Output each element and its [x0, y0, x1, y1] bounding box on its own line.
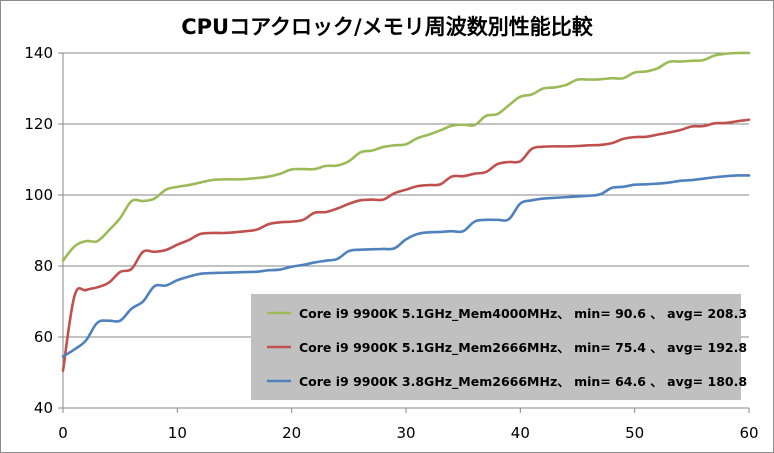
- x-tick-label-0: 0: [58, 424, 68, 442]
- series-line-blue: [61, 174, 751, 358]
- legend-label-blue: Core i9 9900K 3.8GHz_Mem2666MHz、 min= 64…: [299, 374, 747, 390]
- x-tick-label-2: 20: [282, 424, 301, 442]
- y-tick-label-3: 100: [24, 186, 53, 204]
- x-tick-label-6: 60: [739, 424, 758, 442]
- x-tick-label-5: 50: [625, 424, 644, 442]
- y-tick-label-4: 120: [24, 115, 53, 133]
- x-tick-label-1: 10: [168, 424, 187, 442]
- legend-label-red: Core i9 9900K 5.1GHz_Mem2666MHz、 min= 75…: [299, 340, 747, 356]
- y-tick-label-2: 80: [34, 257, 53, 275]
- x-tick-label-3: 30: [396, 424, 415, 442]
- y-tick-label-5: 140: [24, 44, 53, 62]
- legend-label-green: Core i9 9900K 5.1GHz_Mem4000MHz、 min= 90…: [299, 306, 747, 322]
- series-line-red: [61, 118, 751, 373]
- x-tick-label-4: 40: [511, 424, 530, 442]
- series-line-green: [61, 51, 751, 262]
- chart-title: CPUコアクロック/メモリ周波数別性能比較: [181, 15, 593, 39]
- y-tick-label-1: 60: [34, 328, 53, 346]
- y-tick-label-0: 40: [34, 399, 53, 417]
- legend-box: [251, 294, 741, 400]
